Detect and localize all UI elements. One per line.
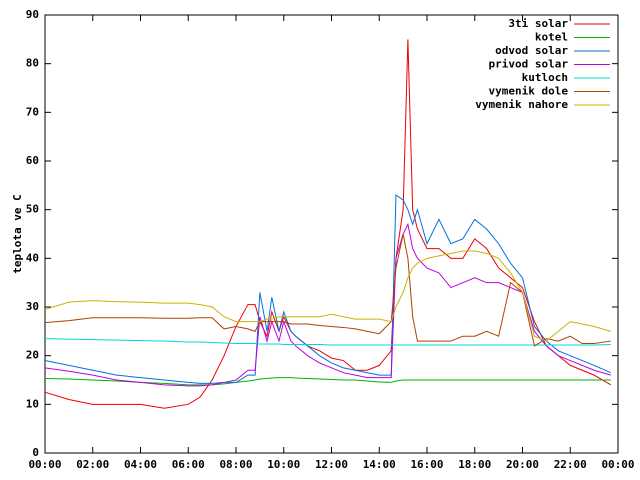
legend-label: kotel (535, 31, 568, 44)
x-tick-label: 16:00 (410, 458, 443, 471)
x-tick-label: 18:00 (458, 458, 491, 471)
y-tick-label: 20 (26, 349, 39, 362)
x-tick-label: 20:00 (506, 458, 539, 471)
legend-label: kutloch (522, 71, 568, 84)
legend-label: vymenik dole (489, 85, 569, 98)
series-line (44, 338, 611, 346)
legend-label: odvod solar (495, 44, 568, 57)
series-line (44, 233, 611, 347)
y-tick-label: 30 (26, 300, 39, 313)
series-line (44, 194, 612, 384)
y-axis-label: teplota ve C (11, 194, 24, 273)
legend-label: vymenik nahore (475, 98, 568, 111)
y-tick-label: 40 (26, 251, 39, 264)
x-tick-label: 04:00 (124, 458, 157, 471)
x-tick-label: 06:00 (172, 458, 205, 471)
y-tick-label: 50 (26, 203, 39, 216)
x-tick-label: 22:00 (554, 458, 587, 471)
y-tick-label: 60 (26, 154, 39, 167)
x-tick-label: 10:00 (267, 458, 300, 471)
x-tick-label: 08:00 (219, 458, 252, 471)
y-tick-label: 70 (26, 105, 39, 118)
series-line (44, 250, 611, 342)
x-tick-label: 14:00 (363, 458, 396, 471)
legend-label: privod solar (489, 58, 569, 71)
x-tick-label: 02:00 (76, 458, 109, 471)
y-tick-label: 0 (32, 446, 39, 459)
legend-label: 3ti solar (508, 17, 568, 30)
y-tick-label: 90 (26, 8, 39, 21)
y-tick-label: 10 (26, 397, 39, 410)
x-tick-label: 12:00 (315, 458, 348, 471)
y-tick-label: 80 (26, 57, 39, 70)
series-line (44, 222, 611, 387)
x-tick-label: 00:00 (28, 458, 61, 471)
x-tick-label: 00:00 (601, 458, 634, 471)
